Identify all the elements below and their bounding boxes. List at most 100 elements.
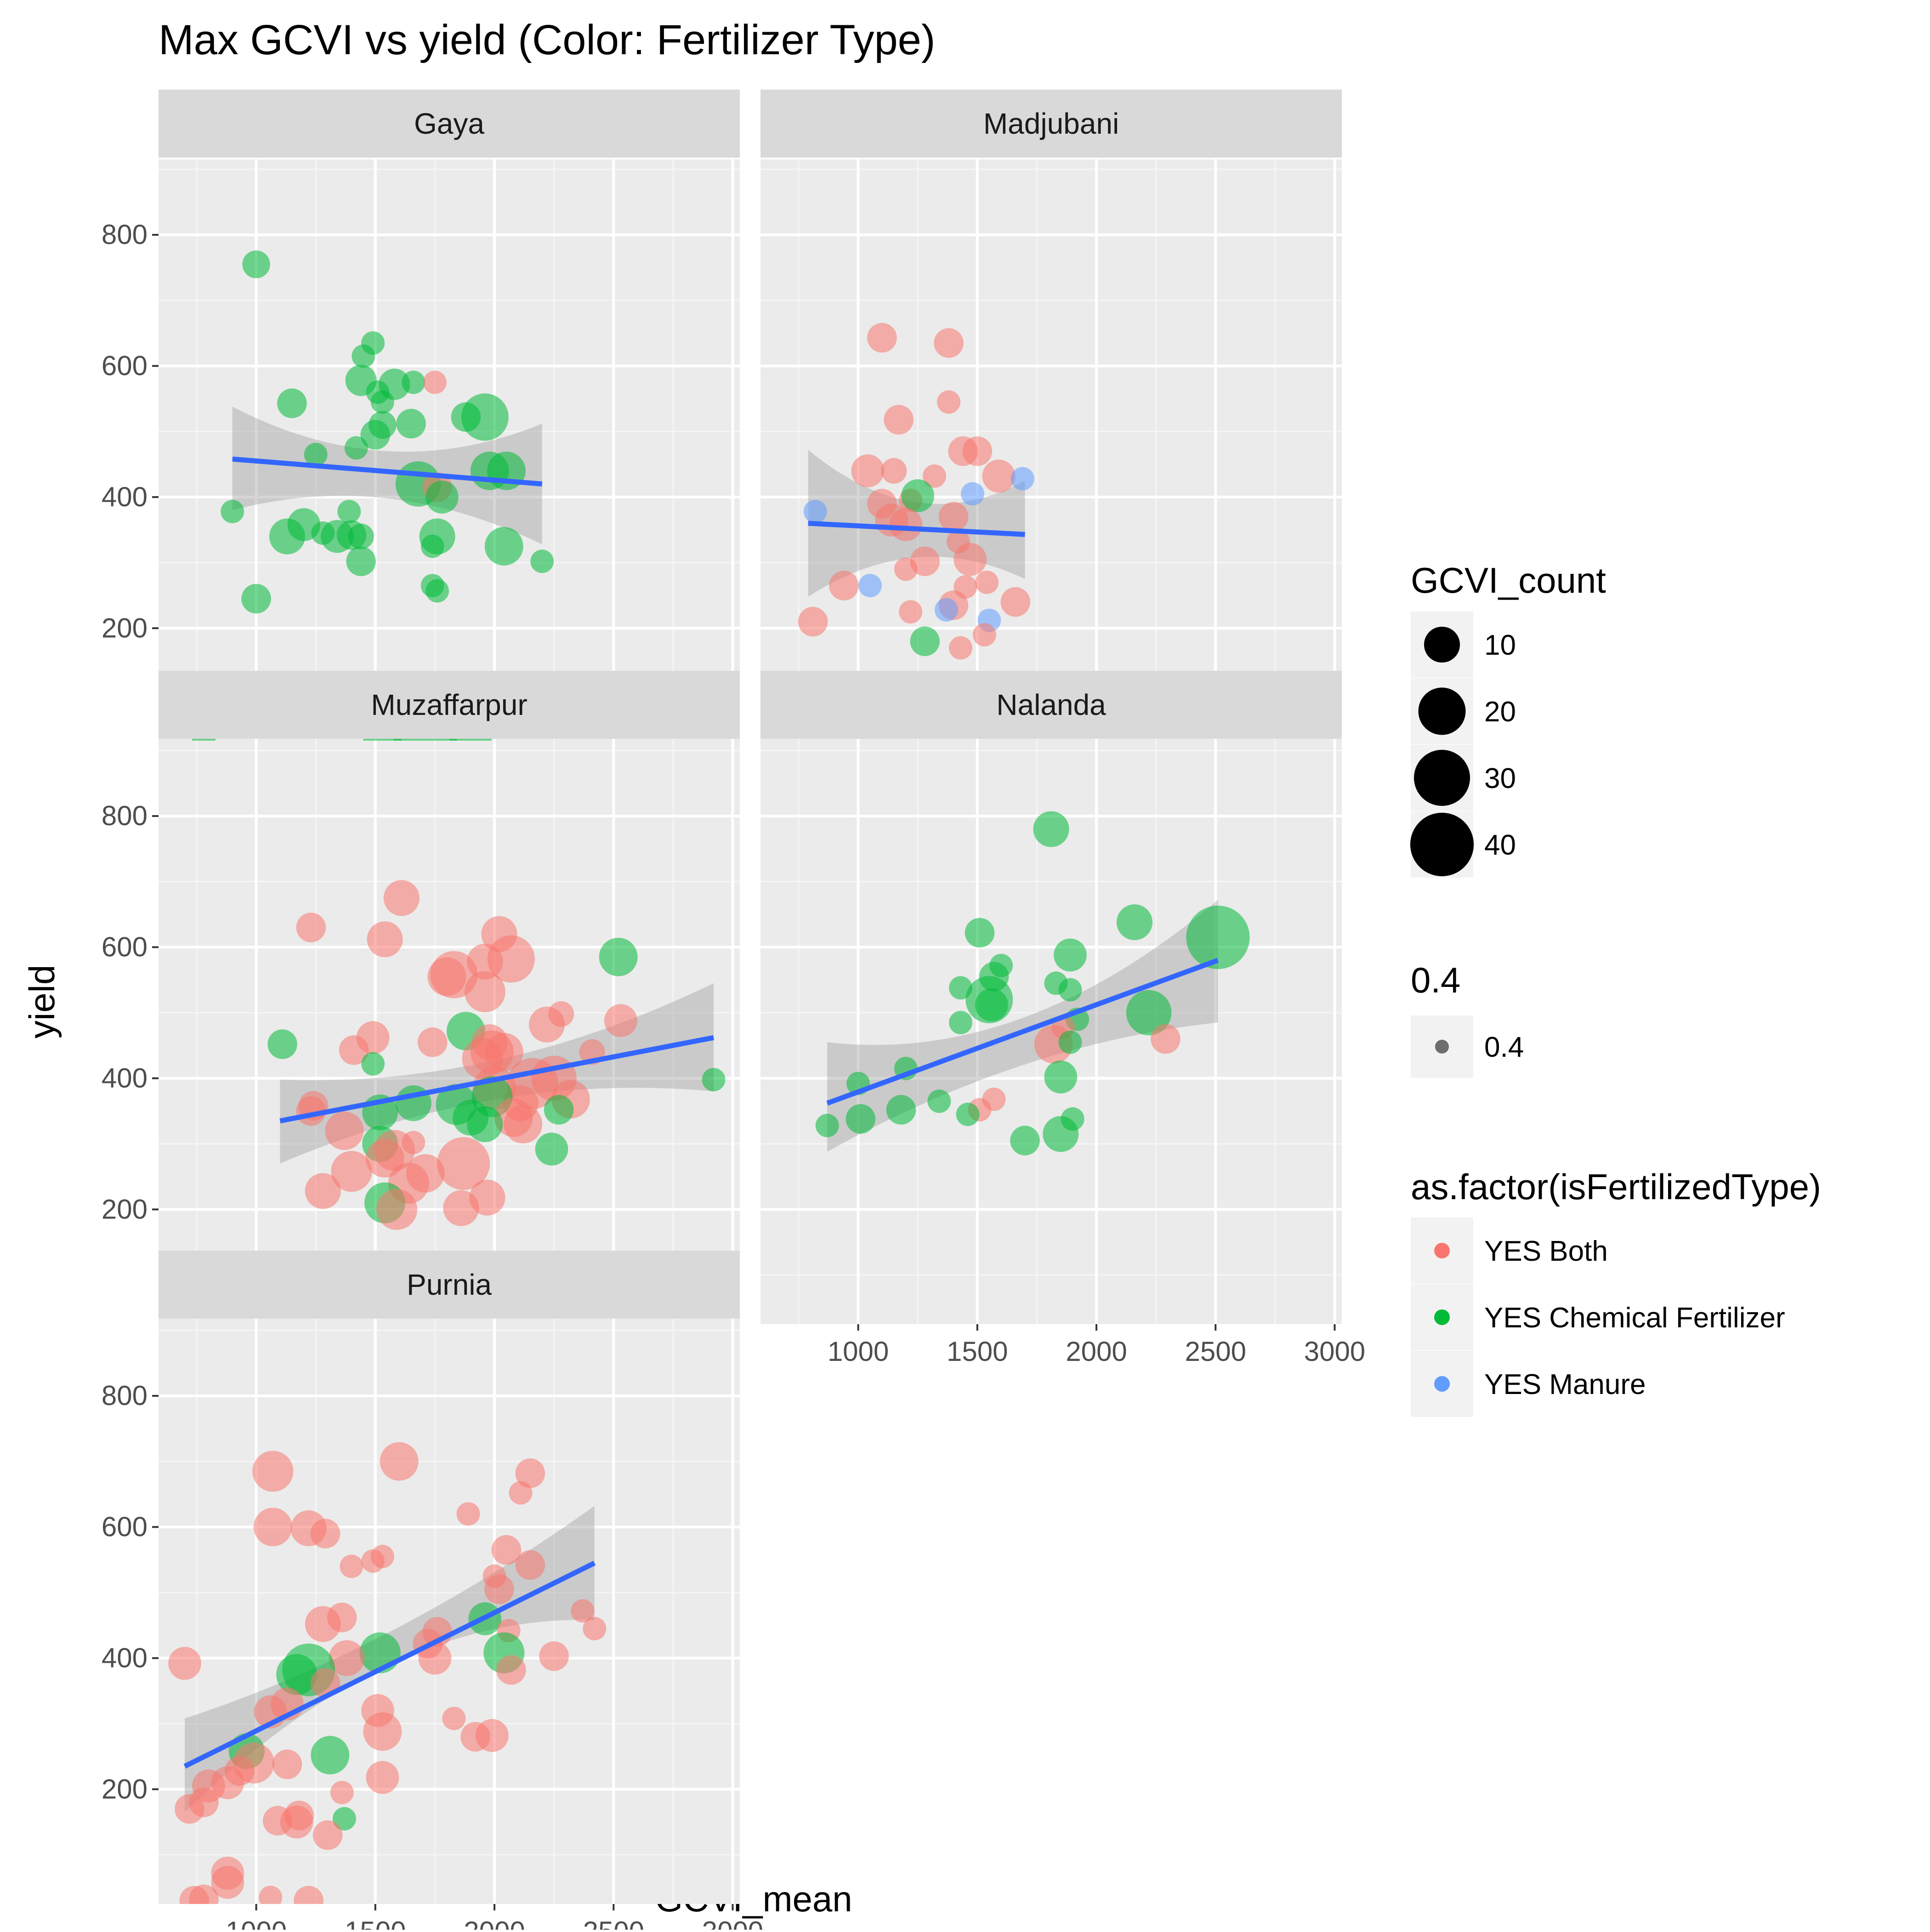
- data-point: [396, 408, 426, 439]
- data-point: [253, 1507, 292, 1547]
- data-point: [867, 323, 897, 353]
- y-tick-label: 600: [102, 931, 148, 962]
- data-point: [901, 479, 935, 512]
- legend-color-label: YES Chemical Fertilizer: [1484, 1302, 1785, 1334]
- legend-size-key: [1410, 812, 1474, 877]
- data-point: [815, 1114, 839, 1138]
- data-point: [530, 550, 554, 573]
- data-point: [937, 390, 961, 414]
- data-point: [175, 1794, 204, 1824]
- data-point: [346, 546, 376, 577]
- x-tick-label: 3000: [702, 1916, 763, 1930]
- facet-strip-label: Muzaffarpur: [371, 688, 527, 721]
- data-point: [340, 1554, 363, 1578]
- data-point: [284, 1801, 314, 1830]
- data-point: [189, 1884, 219, 1904]
- facet-strip: [159, 1251, 740, 1319]
- data-point: [310, 1518, 341, 1549]
- data-point: [962, 436, 993, 466]
- data-point: [1116, 904, 1152, 941]
- data-point: [1186, 906, 1250, 969]
- data-point: [934, 328, 964, 358]
- data-point: [426, 481, 459, 514]
- data-point: [339, 1035, 369, 1065]
- data-point: [464, 971, 505, 1013]
- data-point: [886, 1095, 916, 1125]
- data-point: [975, 570, 999, 594]
- data-point: [225, 1756, 255, 1786]
- data-point: [442, 1706, 466, 1730]
- facet-strip: [761, 90, 1342, 158]
- data-point: [1044, 1060, 1078, 1093]
- data-point: [604, 1004, 637, 1037]
- chart-title: Max GCVI vs yield (Color: Fertilizer Typ…: [159, 17, 935, 63]
- data-point: [451, 402, 481, 432]
- y-tick-label: 800: [102, 800, 148, 831]
- data-point: [365, 1139, 404, 1178]
- facet-strip-label: Gaya: [414, 107, 484, 140]
- data-point: [504, 1105, 543, 1144]
- facet-strip: [159, 90, 740, 158]
- data-point: [305, 1173, 341, 1209]
- fit-line: [183, 1561, 596, 1769]
- data-point: [363, 1712, 402, 1751]
- data-point: [272, 1749, 302, 1779]
- data-point: [910, 626, 940, 657]
- data-point: [242, 250, 270, 278]
- data-point: [1033, 811, 1069, 847]
- data-point: [484, 527, 523, 566]
- y-tick-label: 200: [102, 612, 148, 643]
- data-point: [402, 370, 426, 394]
- data-point: [894, 557, 918, 581]
- data-point: [168, 1647, 201, 1680]
- data-point: [923, 464, 946, 488]
- data-point: [949, 1011, 972, 1035]
- data-point: [383, 880, 420, 916]
- fit-line: [826, 958, 1219, 1106]
- data-point: [889, 508, 923, 541]
- data-point: [975, 988, 1008, 1021]
- data-point: [535, 1133, 568, 1166]
- data-point: [427, 957, 466, 996]
- data-point: [337, 499, 361, 523]
- legend-size-key: [1418, 687, 1466, 735]
- data-point: [1010, 467, 1034, 491]
- facet-panel-muzaffarpur: Muzaffarpur 200 400 600 800: [102, 671, 740, 1331]
- fit-line: [808, 521, 1025, 537]
- data-point: [965, 918, 995, 948]
- facet-panel-nalanda: Nalanda 1000 1500 2000 2500 3000: [761, 671, 1365, 1367]
- legend-size-key: [1413, 749, 1470, 806]
- data-point: [332, 1807, 356, 1830]
- data-point: [304, 442, 328, 466]
- data-point: [211, 1866, 244, 1899]
- data-point: [376, 1189, 417, 1230]
- data-point: [361, 1052, 385, 1076]
- confidence-ribbon: [232, 406, 542, 544]
- facet-panels: Gaya 200 400 600 800 Madjubani Muzaffarpur 200 4…: [102, 90, 1365, 1932]
- data-point: [287, 508, 321, 541]
- legend-alpha-label: 0.4: [1484, 1031, 1524, 1063]
- data-point: [469, 1179, 505, 1216]
- x-tick-label: 1000: [828, 1336, 889, 1367]
- x-tick-label: 1500: [947, 1336, 1008, 1367]
- panel-background: [761, 159, 1342, 743]
- data-point: [544, 1095, 574, 1125]
- legend-size-label: 40: [1484, 829, 1516, 861]
- data-point: [1151, 1024, 1181, 1054]
- legend-color-label: YES Manure: [1484, 1369, 1646, 1400]
- fit-line: [232, 456, 543, 487]
- data-point: [467, 1106, 503, 1142]
- data-point: [252, 1450, 294, 1492]
- y-tick-label: 400: [102, 1643, 148, 1673]
- x-tick-label: 2500: [583, 1916, 644, 1930]
- legend-size-label: 30: [1484, 763, 1516, 794]
- data-point: [367, 921, 403, 958]
- data-point: [956, 1102, 980, 1126]
- data-point: [325, 1111, 364, 1150]
- facet-strip-label: Purnia: [407, 1268, 492, 1301]
- data-point: [539, 1641, 569, 1671]
- data-point: [294, 1886, 324, 1904]
- data-point: [529, 1006, 565, 1042]
